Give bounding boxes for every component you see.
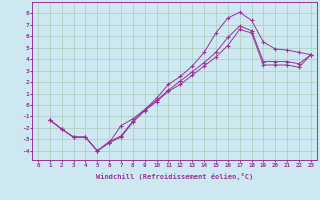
X-axis label: Windchill (Refroidissement éolien,°C): Windchill (Refroidissement éolien,°C): [96, 173, 253, 180]
